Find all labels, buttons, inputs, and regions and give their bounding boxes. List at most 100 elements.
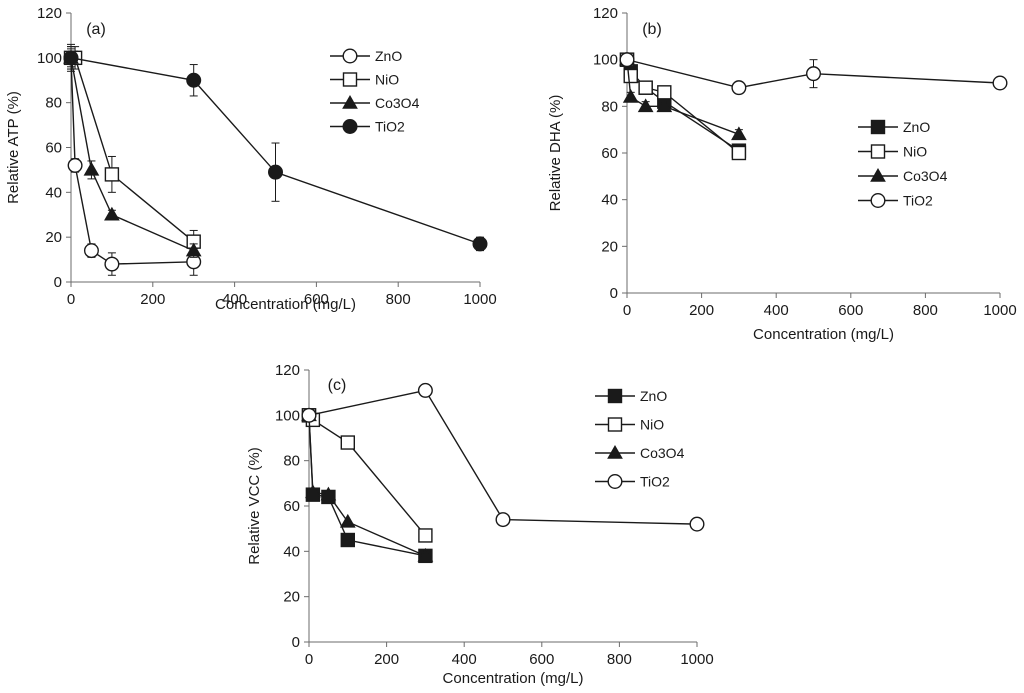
x-tick-label: 0 xyxy=(305,651,313,668)
legend-label: ZnO xyxy=(375,48,402,64)
panel-c-vcc-chart: 0 20 40 60 80 100 120 0 200 400 600 800 1000 Concentr… xyxy=(246,362,714,687)
x-tick-label: 600 xyxy=(529,651,554,668)
series-line xyxy=(308,415,426,557)
y-tick-label: 20 xyxy=(601,238,618,255)
y-axis-label: Relative DHA (%) xyxy=(547,95,564,212)
x-tick-label: 600 xyxy=(838,302,863,319)
y-tick-label: 120 xyxy=(37,5,62,22)
legend-marker xyxy=(342,48,358,64)
y-tick-label: 0 xyxy=(54,274,62,291)
data-point xyxy=(619,52,635,68)
data-point xyxy=(83,243,99,259)
legend-label: NiO xyxy=(640,417,664,433)
x-tick-label: 0 xyxy=(623,302,631,319)
data-point xyxy=(731,126,747,141)
series-nio xyxy=(301,408,433,543)
series-line xyxy=(308,415,426,557)
series-zno xyxy=(301,408,433,564)
data-point xyxy=(495,512,511,528)
panel-a-atp-chart: 0 20 40 60 80 100 120 0 200 400 600 800 1000 Concentr… xyxy=(5,5,497,313)
y-tick-label: 100 xyxy=(275,407,300,424)
x-axis-label: Concentration (mg/L) xyxy=(753,326,894,343)
x-tick-label: 800 xyxy=(913,302,938,319)
y-tick-label: 80 xyxy=(45,95,62,112)
data-point xyxy=(186,72,202,88)
legend-label: NiO xyxy=(903,144,927,160)
data-point xyxy=(656,98,673,113)
y-axis-label: Relative ATP (%) xyxy=(5,91,22,204)
x-tick-label: 400 xyxy=(452,651,477,668)
panel-label: (b) xyxy=(642,21,662,38)
data-point xyxy=(417,547,434,562)
y-tick-label: 40 xyxy=(45,184,62,201)
data-point xyxy=(638,80,653,95)
y-tick-label: 80 xyxy=(601,98,618,115)
series-zno xyxy=(63,46,202,276)
y-tick-label: 20 xyxy=(45,229,62,246)
y-tick-label: 60 xyxy=(601,145,618,162)
legend-marker xyxy=(870,144,886,159)
legend-label: TiO2 xyxy=(640,474,670,490)
y-tick-label: 120 xyxy=(593,5,618,22)
data-point xyxy=(104,256,120,272)
series-nio xyxy=(619,52,747,161)
data-point xyxy=(185,242,202,257)
data-point xyxy=(104,167,120,182)
legend: ZnO NiO Co3O4 TiO2 xyxy=(330,48,420,135)
legend-label: NiO xyxy=(375,72,399,88)
data-point xyxy=(992,75,1008,91)
series-co3o4 xyxy=(619,51,747,141)
panel-b-dha-chart: 0 20 40 60 80 100 120 0 200 400 600 800 1000 Concentr… xyxy=(547,5,1017,343)
data-point xyxy=(301,407,317,423)
panel-label: (c) xyxy=(328,377,347,394)
legend-label: Co3O4 xyxy=(375,95,420,111)
series-line xyxy=(308,389,698,525)
x-tick-label: 1000 xyxy=(983,302,1016,319)
series-line xyxy=(308,414,426,536)
data-point xyxy=(731,80,747,96)
y-tick-label: 60 xyxy=(45,140,62,157)
x-tick-label: 800 xyxy=(386,291,411,308)
y-axis-label: Relative VCC (%) xyxy=(246,447,263,565)
panel-label: (a) xyxy=(86,21,106,38)
series-nio xyxy=(63,43,201,254)
x-tick-label: 1000 xyxy=(680,651,713,668)
series-line xyxy=(626,59,740,135)
series-zno xyxy=(619,52,747,158)
series-line xyxy=(70,57,481,245)
legend: ZnO NiO Co3O4 TiO2 xyxy=(595,388,685,490)
data-point xyxy=(806,66,822,82)
legend: ZnO NiO Co3O4 TiO2 xyxy=(858,119,948,209)
legend-marker xyxy=(607,474,623,490)
data-point xyxy=(67,157,83,173)
data-point xyxy=(305,484,321,499)
x-tick-label: 800 xyxy=(607,651,632,668)
data-point xyxy=(268,164,284,180)
data-point xyxy=(340,435,355,450)
legend-label: TiO2 xyxy=(903,193,933,209)
data-point xyxy=(320,486,337,501)
y-tick-label: 0 xyxy=(292,634,300,651)
legend-label: Co3O4 xyxy=(903,168,948,184)
series-line xyxy=(70,57,194,252)
x-axis-label: Concentration (mg/L) xyxy=(443,670,584,687)
legend-marker xyxy=(870,192,886,208)
data-point xyxy=(623,68,638,84)
y-tick-label: 40 xyxy=(601,192,618,209)
data-point xyxy=(63,50,79,66)
x-tick-label: 1000 xyxy=(463,291,496,308)
y-tick-label: 20 xyxy=(283,589,300,606)
y-tick-label: 80 xyxy=(283,453,300,470)
legend-label: ZnO xyxy=(903,119,930,135)
x-tick-label: 400 xyxy=(222,291,247,308)
y-tick-label: 0 xyxy=(610,285,618,302)
y-tick-label: 40 xyxy=(283,543,300,560)
data-point xyxy=(731,145,747,161)
x-tick-label: 400 xyxy=(764,302,789,319)
data-point xyxy=(339,513,356,528)
legend-marker xyxy=(870,119,886,135)
legend-marker xyxy=(607,388,623,404)
series-line xyxy=(626,58,1001,89)
series-tio2 xyxy=(301,382,705,532)
